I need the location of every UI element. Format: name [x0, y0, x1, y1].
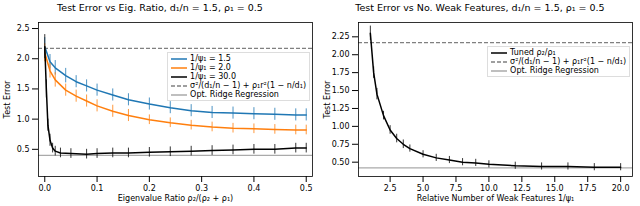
svg-text:1.25: 1.25	[332, 104, 350, 113]
svg-text:1.0: 1.0	[17, 115, 30, 124]
html-text:1/ψ₁ = 2.0: 1/ψ₁ = 2.0	[190, 63, 231, 72]
svg-text:5.0: 5.0	[417, 184, 430, 193]
svg-text:Test Error: Test Error	[3, 80, 12, 120]
svg-text:17.5: 17.5	[579, 184, 597, 193]
svg-text:15.0: 15.0	[546, 184, 564, 193]
svg-text:2.25: 2.25	[332, 32, 350, 41]
svg-text:12.5: 12.5	[513, 184, 531, 193]
svg-text:0.4: 0.4	[248, 184, 261, 193]
html-text:Opt. Ridge Regression: Opt. Ridge Regression	[190, 90, 279, 99]
svg-text:Relative Number of Weak Featur: Relative Number of Weak Features 1/ψ₁	[417, 194, 574, 203]
html-text:Test Error vs Eig. Ratio, d₁/n: Test Error vs Eig. Ratio, d₁/n = 1.5, ρ₁…	[57, 2, 263, 13]
html-text:Tuned ρ₂/ρ₁: Tuned ρ₂/ρ₁	[510, 48, 556, 57]
svg-text:0.2: 0.2	[143, 184, 156, 193]
html-text:1/ψ₁ = 1.5: 1/ψ₁ = 1.5	[190, 54, 231, 63]
svg-text:2.00: 2.00	[332, 50, 350, 59]
svg-text:0.3: 0.3	[195, 184, 208, 193]
svg-text:2.5: 2.5	[17, 24, 30, 33]
svg-text:1.00: 1.00	[332, 122, 350, 131]
svg-text:0.50: 0.50	[332, 158, 350, 167]
svg-text:0.0: 0.0	[38, 184, 51, 193]
svg-text:2.0: 2.0	[17, 54, 30, 63]
svg-text:0.5: 0.5	[300, 184, 313, 193]
svg-text:0.1: 0.1	[91, 184, 104, 193]
svg-text:7.5: 7.5	[450, 184, 463, 193]
html-text:σ²/(d₁/n − 1) + ρ₁r²(1 − n/d₁): σ²/(d₁/n − 1) + ρ₁r²(1 − n/d₁)	[510, 57, 626, 66]
svg-text:0.5: 0.5	[17, 145, 30, 154]
svg-text:Eigenvalue Ratio ρ₂/(ρ₂ + ρ₁): Eigenvalue Ratio ρ₂/(ρ₂ + ρ₁)	[118, 194, 233, 203]
svg-text:10.0: 10.0	[480, 184, 498, 193]
svg-text:1.50: 1.50	[332, 86, 350, 95]
svg-text:Test Error: Test Error	[323, 80, 332, 120]
html-text:Opt. Ridge Regression: Opt. Ridge Regression	[510, 66, 599, 75]
html-text:σ²/(d₁/n − 1) + ρ₁r²(1 − n/d₁): σ²/(d₁/n − 1) + ρ₁r²(1 − n/d₁)	[190, 81, 306, 90]
svg-text:1.5: 1.5	[17, 84, 30, 93]
html-text:Test Error vs No. Weak Feature: Test Error vs No. Weak Features, d₁/n = …	[355, 2, 605, 13]
svg-text:2.5: 2.5	[384, 184, 397, 193]
svg-text:0.75: 0.75	[332, 140, 350, 149]
svg-text:1.75: 1.75	[332, 68, 350, 77]
html-text:1/ψ₁ = 30.0: 1/ψ₁ = 30.0	[190, 72, 236, 81]
svg-text:20.0: 20.0	[612, 184, 630, 193]
